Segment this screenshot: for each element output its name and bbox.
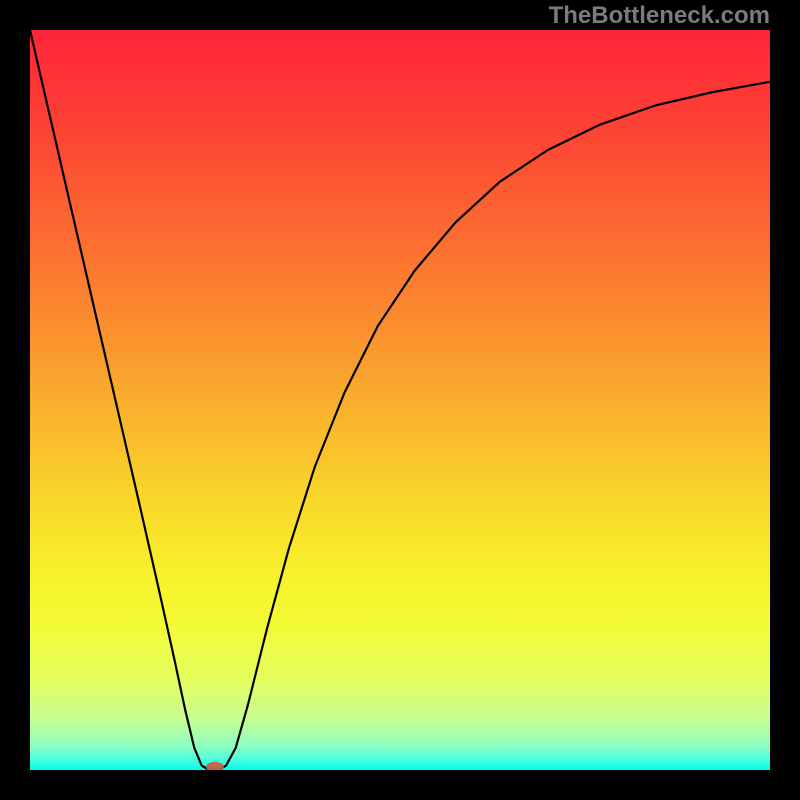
gradient-background — [30, 30, 770, 770]
plot-area — [30, 30, 770, 770]
chart-frame: TheBottleneck.com — [0, 0, 800, 800]
watermark-text: TheBottleneck.com — [549, 2, 770, 30]
chart-svg — [30, 30, 770, 770]
